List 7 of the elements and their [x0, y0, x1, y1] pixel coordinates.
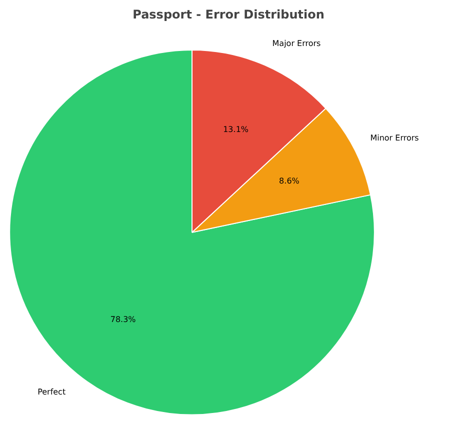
slice-label: Perfect — [38, 388, 66, 397]
slice-label: Major Errors — [272, 39, 321, 48]
slice-label: Minor Errors — [370, 133, 419, 142]
chart-title: Passport - Error Distribution — [132, 8, 324, 22]
data-label: 13.1% — [223, 124, 249, 134]
data-label: 78.3% — [110, 315, 136, 324]
data-label: 8.6% — [279, 176, 300, 186]
